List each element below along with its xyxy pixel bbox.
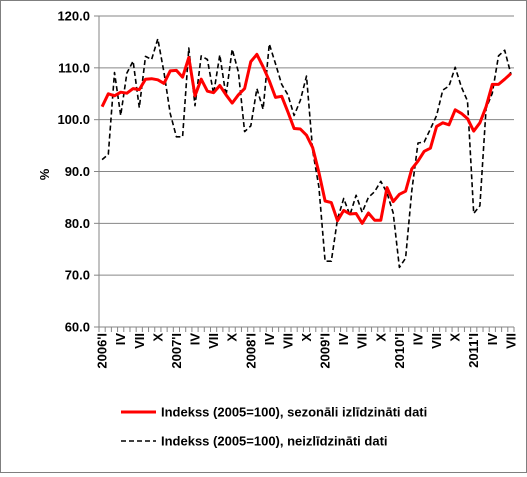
legend-label: Indekss (2005=100), sezonāli izlīdzināti… bbox=[161, 405, 427, 420]
x-tick-label: 2006'I bbox=[95, 333, 110, 369]
y-tick-label: 90.0 bbox=[65, 164, 90, 179]
x-tick-label: X bbox=[225, 333, 240, 342]
legend: Indekss (2005=100), sezonāli izlīdzināti… bbox=[121, 405, 427, 449]
y-tick-label: 70.0 bbox=[65, 268, 90, 283]
x-tick-label: IV bbox=[188, 333, 203, 346]
x-tick-label: 2007'I bbox=[169, 333, 184, 369]
x-tick-label: 2011'I bbox=[466, 333, 481, 368]
x-tick-label: VII bbox=[206, 333, 221, 349]
x-tick-label: VII bbox=[280, 333, 295, 349]
y-tick-labels: 60.0 70.0 80.0 90.0 100.0 110.0 120.0 bbox=[57, 9, 90, 335]
x-tick-labels: 2006'I IV VII X 2007'I IV VII X 2008'I IV VII X 2009… bbox=[95, 333, 519, 369]
y-tick-label: 110.0 bbox=[58, 60, 90, 75]
x-tick-label: 2010'I bbox=[392, 333, 407, 369]
x-tick-label: IV bbox=[113, 333, 128, 346]
x-tick-label: VII bbox=[355, 333, 370, 349]
y-tick-label: 60.0 bbox=[65, 320, 90, 335]
x-tick-label: X bbox=[299, 333, 314, 342]
axes bbox=[94, 15, 515, 332]
x-tick-label: X bbox=[150, 333, 165, 342]
gridlines bbox=[99, 15, 514, 276]
x-tick-label: IV bbox=[485, 333, 500, 346]
y-tick-label: 80.0 bbox=[65, 216, 90, 231]
x-tick-label: 2009'I bbox=[318, 333, 333, 369]
x-tick-label: 2008'I bbox=[243, 333, 258, 369]
y-tick-label: 120.0 bbox=[57, 9, 90, 24]
x-tick-label: VII bbox=[132, 333, 147, 349]
x-tick-label: IV bbox=[336, 333, 351, 346]
series-lines bbox=[100, 37, 512, 269]
legend-label: Indekss (2005=100), neizlīdzināti dati bbox=[161, 434, 388, 449]
x-tick-label: IV bbox=[410, 333, 425, 346]
x-tick-label: X bbox=[373, 333, 388, 342]
series-line-unadjusted bbox=[101, 37, 512, 269]
y-axis-label: % bbox=[37, 168, 52, 180]
x-tick-label: X bbox=[448, 333, 463, 342]
x-tick-label: IV bbox=[262, 333, 277, 346]
x-tick-label: VII bbox=[429, 333, 444, 349]
x-tick-label: VII bbox=[503, 333, 518, 349]
y-tick-label: 100.0 bbox=[57, 112, 90, 127]
series-line-seasonally-adjusted bbox=[100, 52, 512, 225]
